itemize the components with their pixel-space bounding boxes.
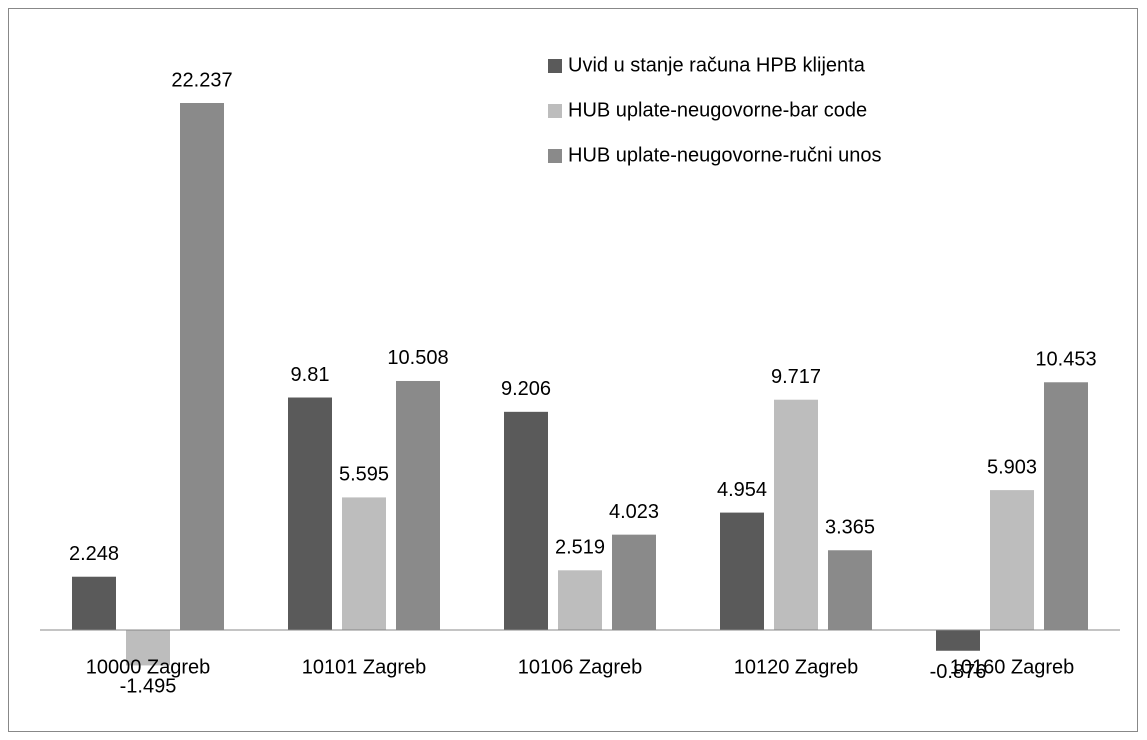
- bar: [936, 630, 980, 651]
- value-label: 9.206: [501, 378, 551, 400]
- legend-label: HUB uplate-neugovorne-ručni unos: [568, 144, 882, 166]
- value-label: 4.954: [717, 479, 767, 501]
- bar: [180, 103, 224, 630]
- bar: [342, 497, 386, 630]
- value-label: 4.023: [609, 501, 659, 523]
- bar: [774, 399, 818, 630]
- x-tick-label: 10106 Zagreb: [518, 656, 643, 678]
- value-label: 9.717: [771, 366, 821, 388]
- bar: [612, 534, 656, 630]
- bar: [288, 397, 332, 630]
- bar: [828, 550, 872, 630]
- value-label: 10.508: [387, 347, 448, 369]
- x-tick-label: 10000 Zagreb: [86, 656, 211, 678]
- bar: [990, 490, 1034, 630]
- legend-swatch: [548, 149, 562, 163]
- legend-swatch: [548, 104, 562, 118]
- bar: [504, 411, 548, 630]
- value-label: 9.81: [291, 364, 330, 386]
- value-label: -0.876: [930, 661, 987, 683]
- bar: [558, 570, 602, 630]
- value-label: 22.237: [171, 69, 232, 91]
- bar: [1044, 382, 1088, 630]
- legend-swatch: [548, 59, 562, 73]
- value-label: 5.903: [987, 456, 1037, 478]
- value-label: -1.495: [120, 676, 177, 698]
- value-label: 5.595: [339, 464, 389, 486]
- bar: [396, 380, 440, 630]
- bar: [720, 512, 764, 630]
- x-tick-label: 10101 Zagreb: [302, 656, 427, 678]
- x-tick-label: 10120 Zagreb: [734, 656, 859, 678]
- x-tick-label: 10160 Zagreb: [950, 656, 1075, 678]
- bar: [126, 630, 170, 666]
- value-label: 3.365: [825, 517, 875, 539]
- legend-label: HUB uplate-neugovorne-bar code: [568, 99, 867, 121]
- value-label: 10.453: [1035, 349, 1096, 371]
- bar: [72, 576, 116, 630]
- value-label: 2.519: [555, 537, 605, 559]
- legend-label: Uvid u stanje računa HPB klijenta: [568, 54, 866, 76]
- value-label: 2.248: [69, 543, 119, 565]
